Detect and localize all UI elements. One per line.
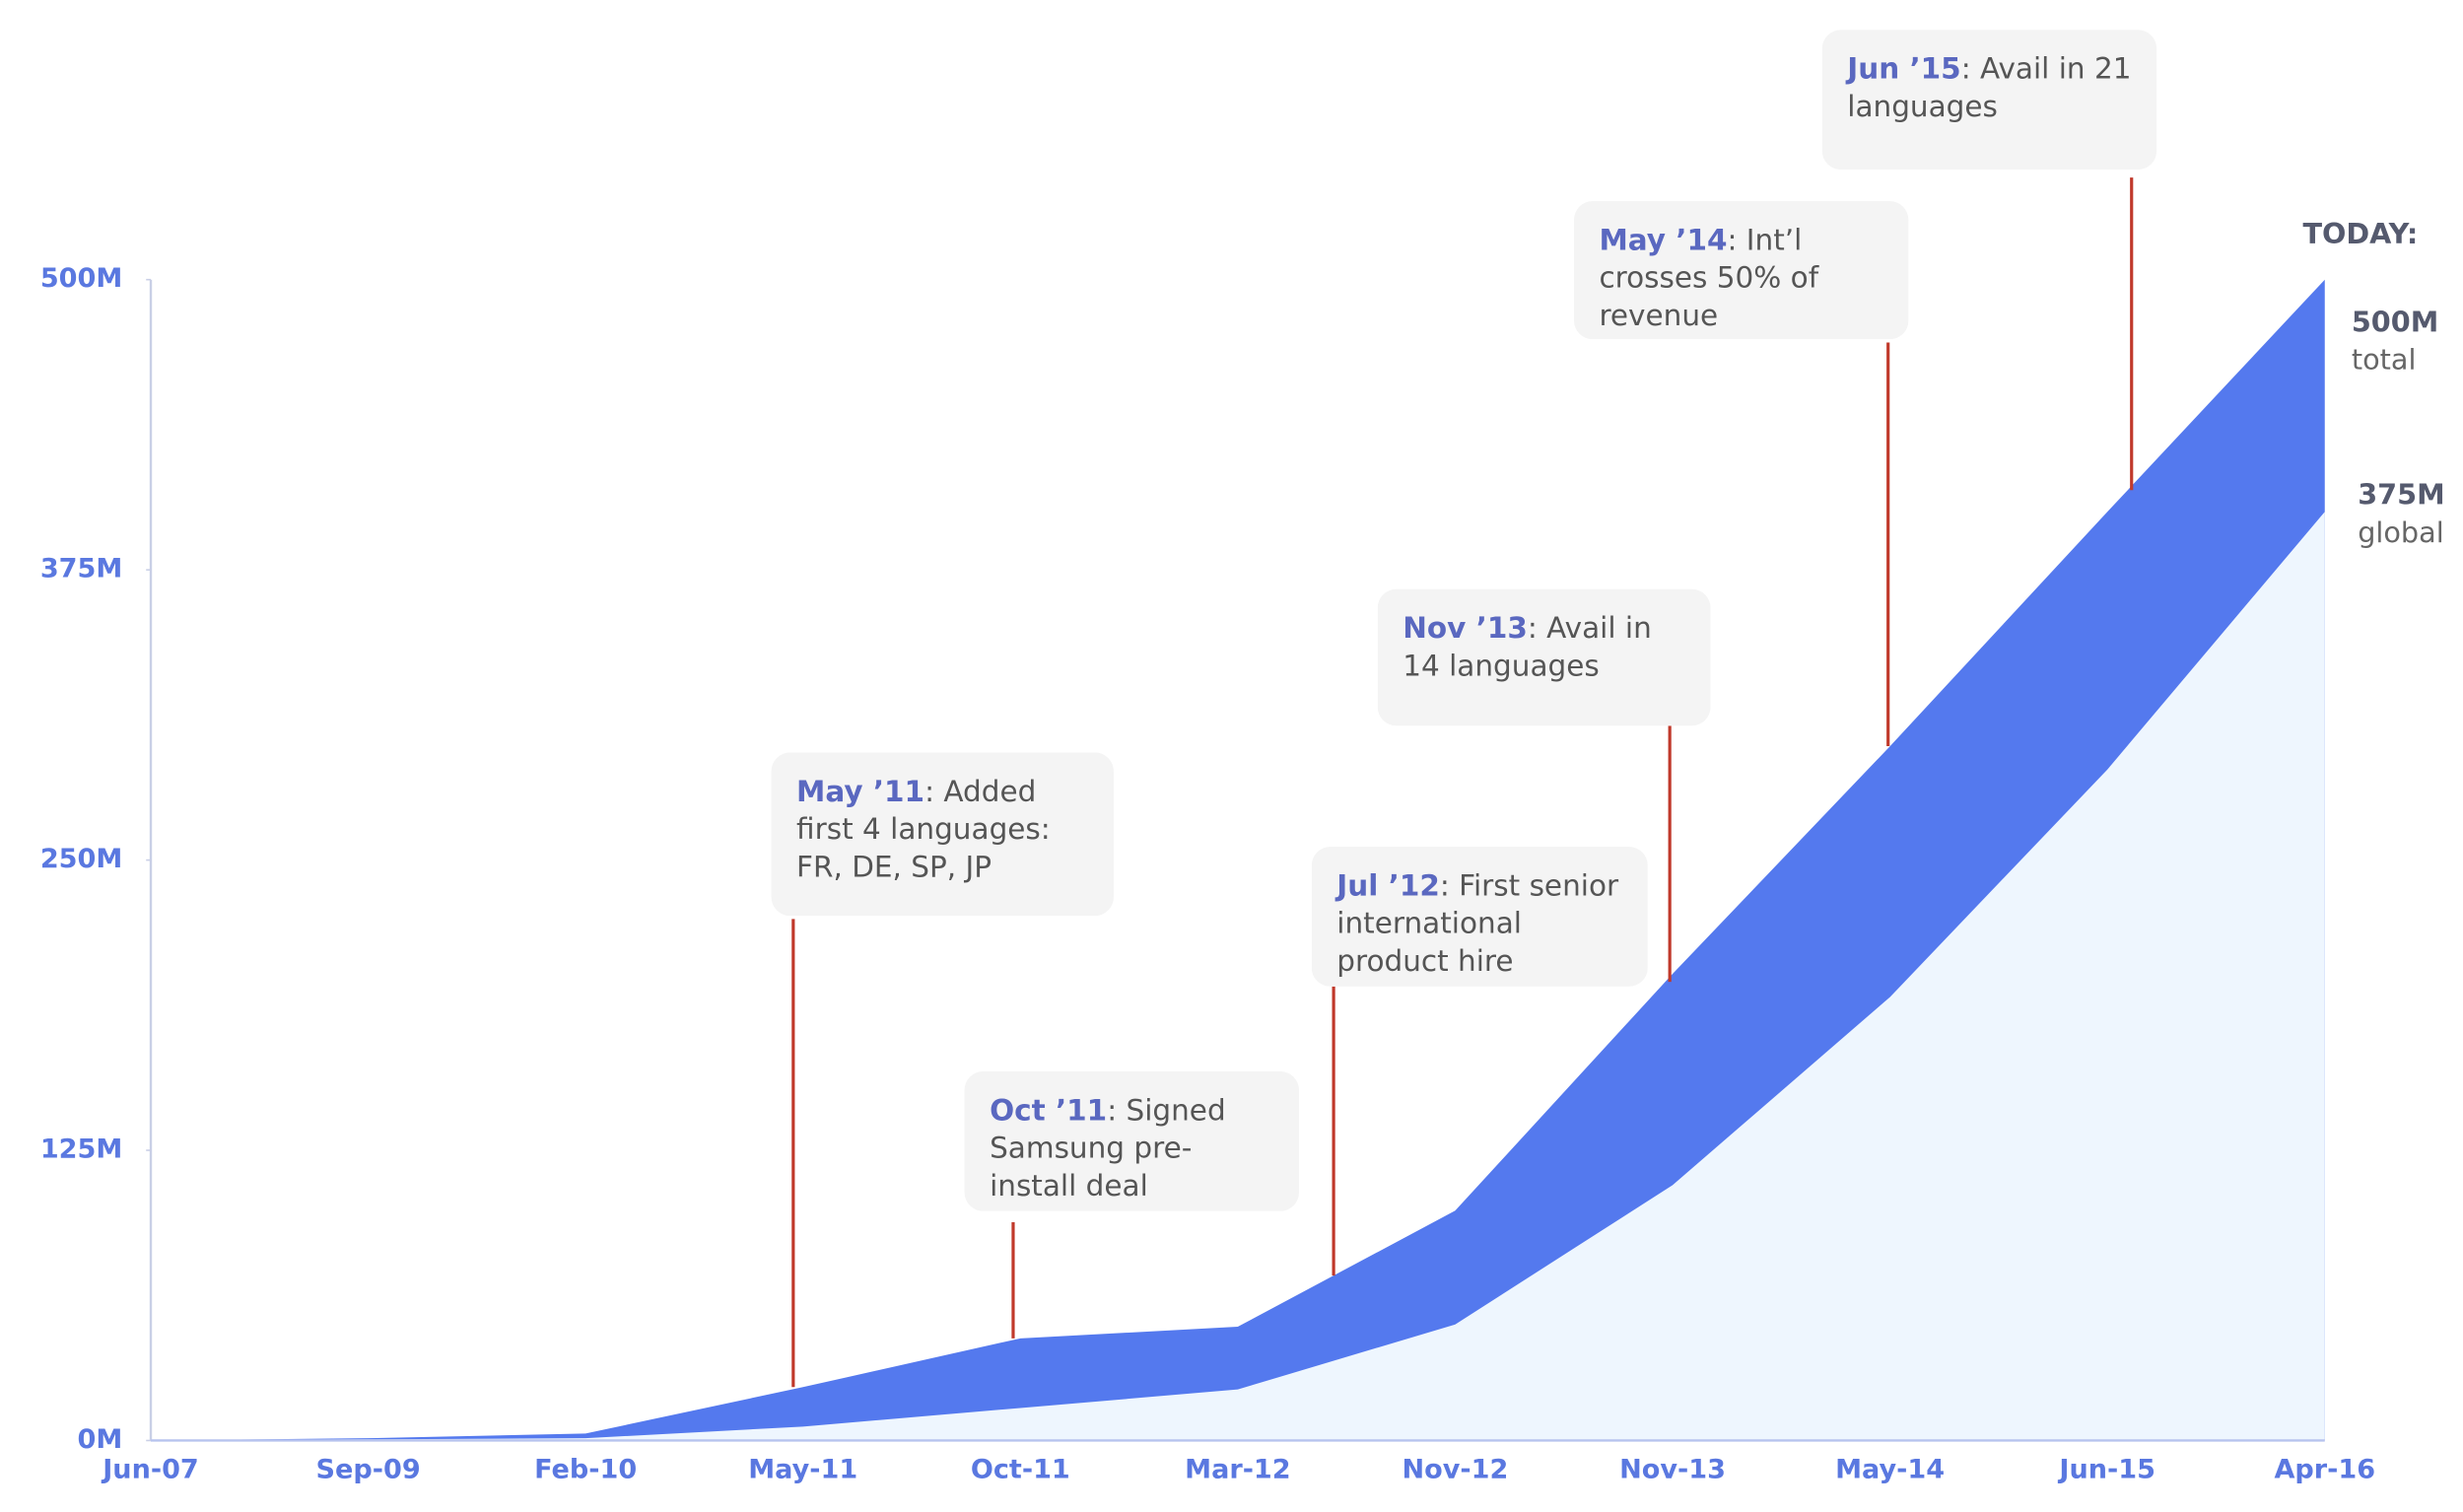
milestone-date: May ’14 (1599, 224, 1728, 258)
milestone-note: May ’11: Added first 4 languages: FR, DE… (771, 752, 1114, 917)
x-tick-label: Nov-12 (1403, 1454, 1509, 1484)
y-tick-label: 125M (40, 1134, 122, 1165)
y-tick-label: 250M (40, 844, 122, 874)
milestone-box: Nov ’13: Avail in 14 languages (1377, 588, 1711, 726)
milestone-note: Jun ’15: Avail in 21 languages (1821, 30, 2157, 171)
milestone-text: : Signed Samsung pre-install deal (990, 1094, 1226, 1203)
x-tick-label: May-11 (748, 1454, 857, 1484)
milestone-box: May ’11: Added first 4 languages: FR, DE… (771, 752, 1114, 917)
area-global (151, 512, 2325, 1441)
milestone-box: Jun ’15: Avail in 21 languages (1821, 30, 2157, 171)
end-value: 375M (2358, 478, 2444, 512)
end-text: global (2358, 515, 2443, 549)
x-tick-label: May-14 (1835, 1454, 1945, 1484)
y-tick-label: 500M (40, 263, 122, 294)
x-tick-label: Apr-16 (2274, 1454, 2375, 1484)
milestone-text: : Added first 4 languages: FR, DE, SP, J… (796, 776, 1051, 885)
x-tick-label: Sep-09 (315, 1454, 420, 1484)
today-label: TODAY: (2302, 217, 2418, 250)
x-tick-label: Mar-12 (1185, 1454, 1291, 1484)
milestone-text: : First senior international product hir… (1336, 869, 1619, 979)
milestone-text: : Int’l crosses 50% of revenue (1599, 224, 1819, 333)
milestone-box: Jul ’12: First senior international prod… (1311, 847, 1648, 987)
y-tick-label: 0M (78, 1424, 123, 1455)
y-tick-label: 375M (40, 554, 122, 584)
end-text: total (2352, 343, 2417, 377)
milestone-date: Jun ’15 (1847, 53, 1961, 87)
milestone-box: May ’14: Int’l crosses 50% of revenue (1573, 201, 1909, 340)
x-tick-label: Feb-10 (534, 1454, 637, 1484)
milestone-text: : Avail in 21 languages (1847, 53, 2132, 124)
milestone-note: Nov ’13: Avail in 14 languages (1377, 588, 1711, 726)
milestone-date: Jul ’12 (1336, 869, 1440, 904)
x-tick-label: Jun-07 (101, 1454, 199, 1484)
milestone-box: Oct ’11: Signed Samsung pre-install deal (964, 1070, 1300, 1211)
milestone-note: Jul ’12: First senior international prod… (1311, 847, 1648, 987)
x-tick-label: Nov-13 (1619, 1454, 1726, 1484)
milestone-date: May ’11 (796, 776, 925, 809)
milestone-note: May ’14: Int’l crosses 50% of revenue (1573, 201, 1909, 340)
x-tick-label: Jun-15 (2057, 1454, 2155, 1484)
milestone-text: : Avail in 14 languages (1403, 612, 1652, 684)
end-value: 500M (2352, 305, 2438, 338)
x-tick-label: Oct-11 (971, 1454, 1070, 1484)
milestone-note: Oct ’11: Signed Samsung pre-install deal (964, 1070, 1300, 1211)
milestone-date: Nov ’13 (1403, 612, 1528, 647)
milestone-date: Oct ’11 (990, 1094, 1108, 1129)
